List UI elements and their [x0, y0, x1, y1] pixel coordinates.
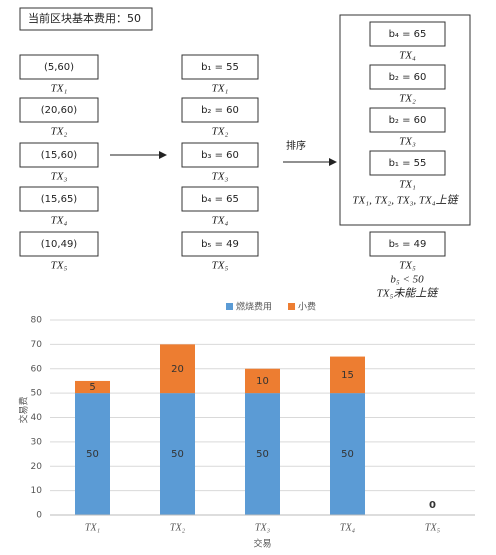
data-label: 15: [341, 370, 354, 381]
data-label: 50: [256, 449, 269, 460]
sorted-caption: TX₁, TX₂, TX₃, TX₄上链: [352, 194, 459, 207]
x-tick-label: TX₅: [425, 522, 441, 533]
data-label: 10: [256, 376, 269, 387]
tx-label: TX₅: [51, 260, 68, 272]
y-tick-label: 20: [31, 462, 43, 472]
tx-label: TX₅: [399, 260, 416, 272]
y-tick-label: 30: [31, 437, 43, 447]
data-label: 50: [86, 449, 99, 460]
data-label: 0: [429, 500, 436, 511]
bar-segment: [160, 393, 195, 515]
box-text: b₅ = 49: [389, 239, 427, 250]
legend-swatch: [288, 303, 296, 310]
tx-label: TX₃: [399, 136, 416, 148]
box: [369, 231, 446, 257]
box-text: b₂ = 60: [389, 72, 427, 83]
box: [369, 21, 446, 47]
sorted-frame: [339, 14, 471, 226]
box-text: (15,65): [41, 194, 78, 205]
bar-segment: [75, 380, 110, 394]
box: [369, 107, 446, 133]
tx-label: TX₂: [212, 126, 229, 138]
box: [19, 142, 99, 168]
y-tick-label: 70: [31, 340, 43, 350]
box-text: b₄ = 65: [201, 194, 239, 205]
x-tick-label: TX₄: [340, 522, 356, 533]
tx-label: TX₂: [51, 126, 68, 138]
box: [181, 54, 259, 80]
bar-segment: [75, 393, 110, 515]
box-text: b₁ = 55: [389, 158, 427, 169]
box: [181, 231, 259, 257]
box-text: (15,60): [41, 150, 78, 161]
box-text: b₁ = 55: [201, 62, 239, 73]
x-tick-label: TX₃: [255, 522, 271, 533]
tx-label: TX₃: [212, 171, 229, 183]
bar-segment: [160, 344, 195, 394]
data-label: 20: [171, 364, 184, 375]
y-tick-label: 50: [31, 389, 43, 399]
box-text: b₃ = 60: [201, 150, 239, 161]
tx-label: TX₄: [51, 215, 68, 227]
tx-label: TX₁: [212, 83, 229, 95]
box: [181, 142, 259, 168]
legend-label: 小费: [298, 301, 316, 313]
data-label: 50: [341, 449, 354, 460]
header: 当前区块基本费用：50: [28, 11, 141, 25]
box: [181, 186, 259, 212]
box-text: (10,49): [41, 239, 78, 250]
x-tick-label: TX₁: [85, 522, 100, 533]
tx-label: TX₅: [212, 260, 229, 272]
tx-label: TX₁: [51, 83, 68, 95]
bar-segment: [245, 393, 280, 515]
y-tick-label: 60: [31, 364, 43, 374]
condition: b₅ < 50: [390, 274, 424, 286]
y-axis-title: 交易费: [18, 396, 30, 423]
box: [19, 97, 99, 123]
box: [369, 64, 446, 90]
y-tick-label: 10: [31, 486, 43, 496]
box-text: b₅ = 49: [201, 239, 239, 250]
bar-segment: [330, 356, 365, 394]
tx-label: TX₄: [212, 215, 229, 227]
box-text: (20,60): [41, 105, 78, 116]
tx-label: TX₂: [399, 93, 416, 105]
box-text: (5,60): [44, 62, 74, 73]
x-tick-label: TX₂: [170, 522, 186, 533]
legend-label: 燃烧费用: [236, 301, 272, 313]
y-tick-label: 0: [36, 511, 42, 521]
box: [19, 54, 99, 80]
box-text: b₄ = 65: [389, 29, 427, 40]
box-text: b₂ = 60: [201, 105, 239, 116]
box: [181, 97, 259, 123]
tx-label: TX₄: [399, 50, 416, 62]
bar-segment: [330, 393, 365, 515]
tx-label: TX₁: [399, 179, 416, 191]
box: [369, 150, 446, 176]
header-box: [19, 7, 153, 31]
data-label: 50: [171, 449, 184, 460]
box-text: b₂ = 60: [389, 115, 427, 126]
tx-label: TX₃: [51, 171, 68, 183]
x-axis-title: 交易: [253, 538, 271, 550]
box: [19, 186, 99, 212]
legend-swatch: [226, 303, 233, 310]
sort-label: 排序: [286, 139, 306, 152]
note: TX₅未能上链: [377, 287, 440, 300]
y-tick-label: 80: [31, 316, 43, 326]
bar-segment: [245, 368, 280, 394]
y-tick-label: 40: [31, 413, 43, 423]
data-label: 5: [89, 382, 95, 393]
box: [19, 231, 99, 257]
